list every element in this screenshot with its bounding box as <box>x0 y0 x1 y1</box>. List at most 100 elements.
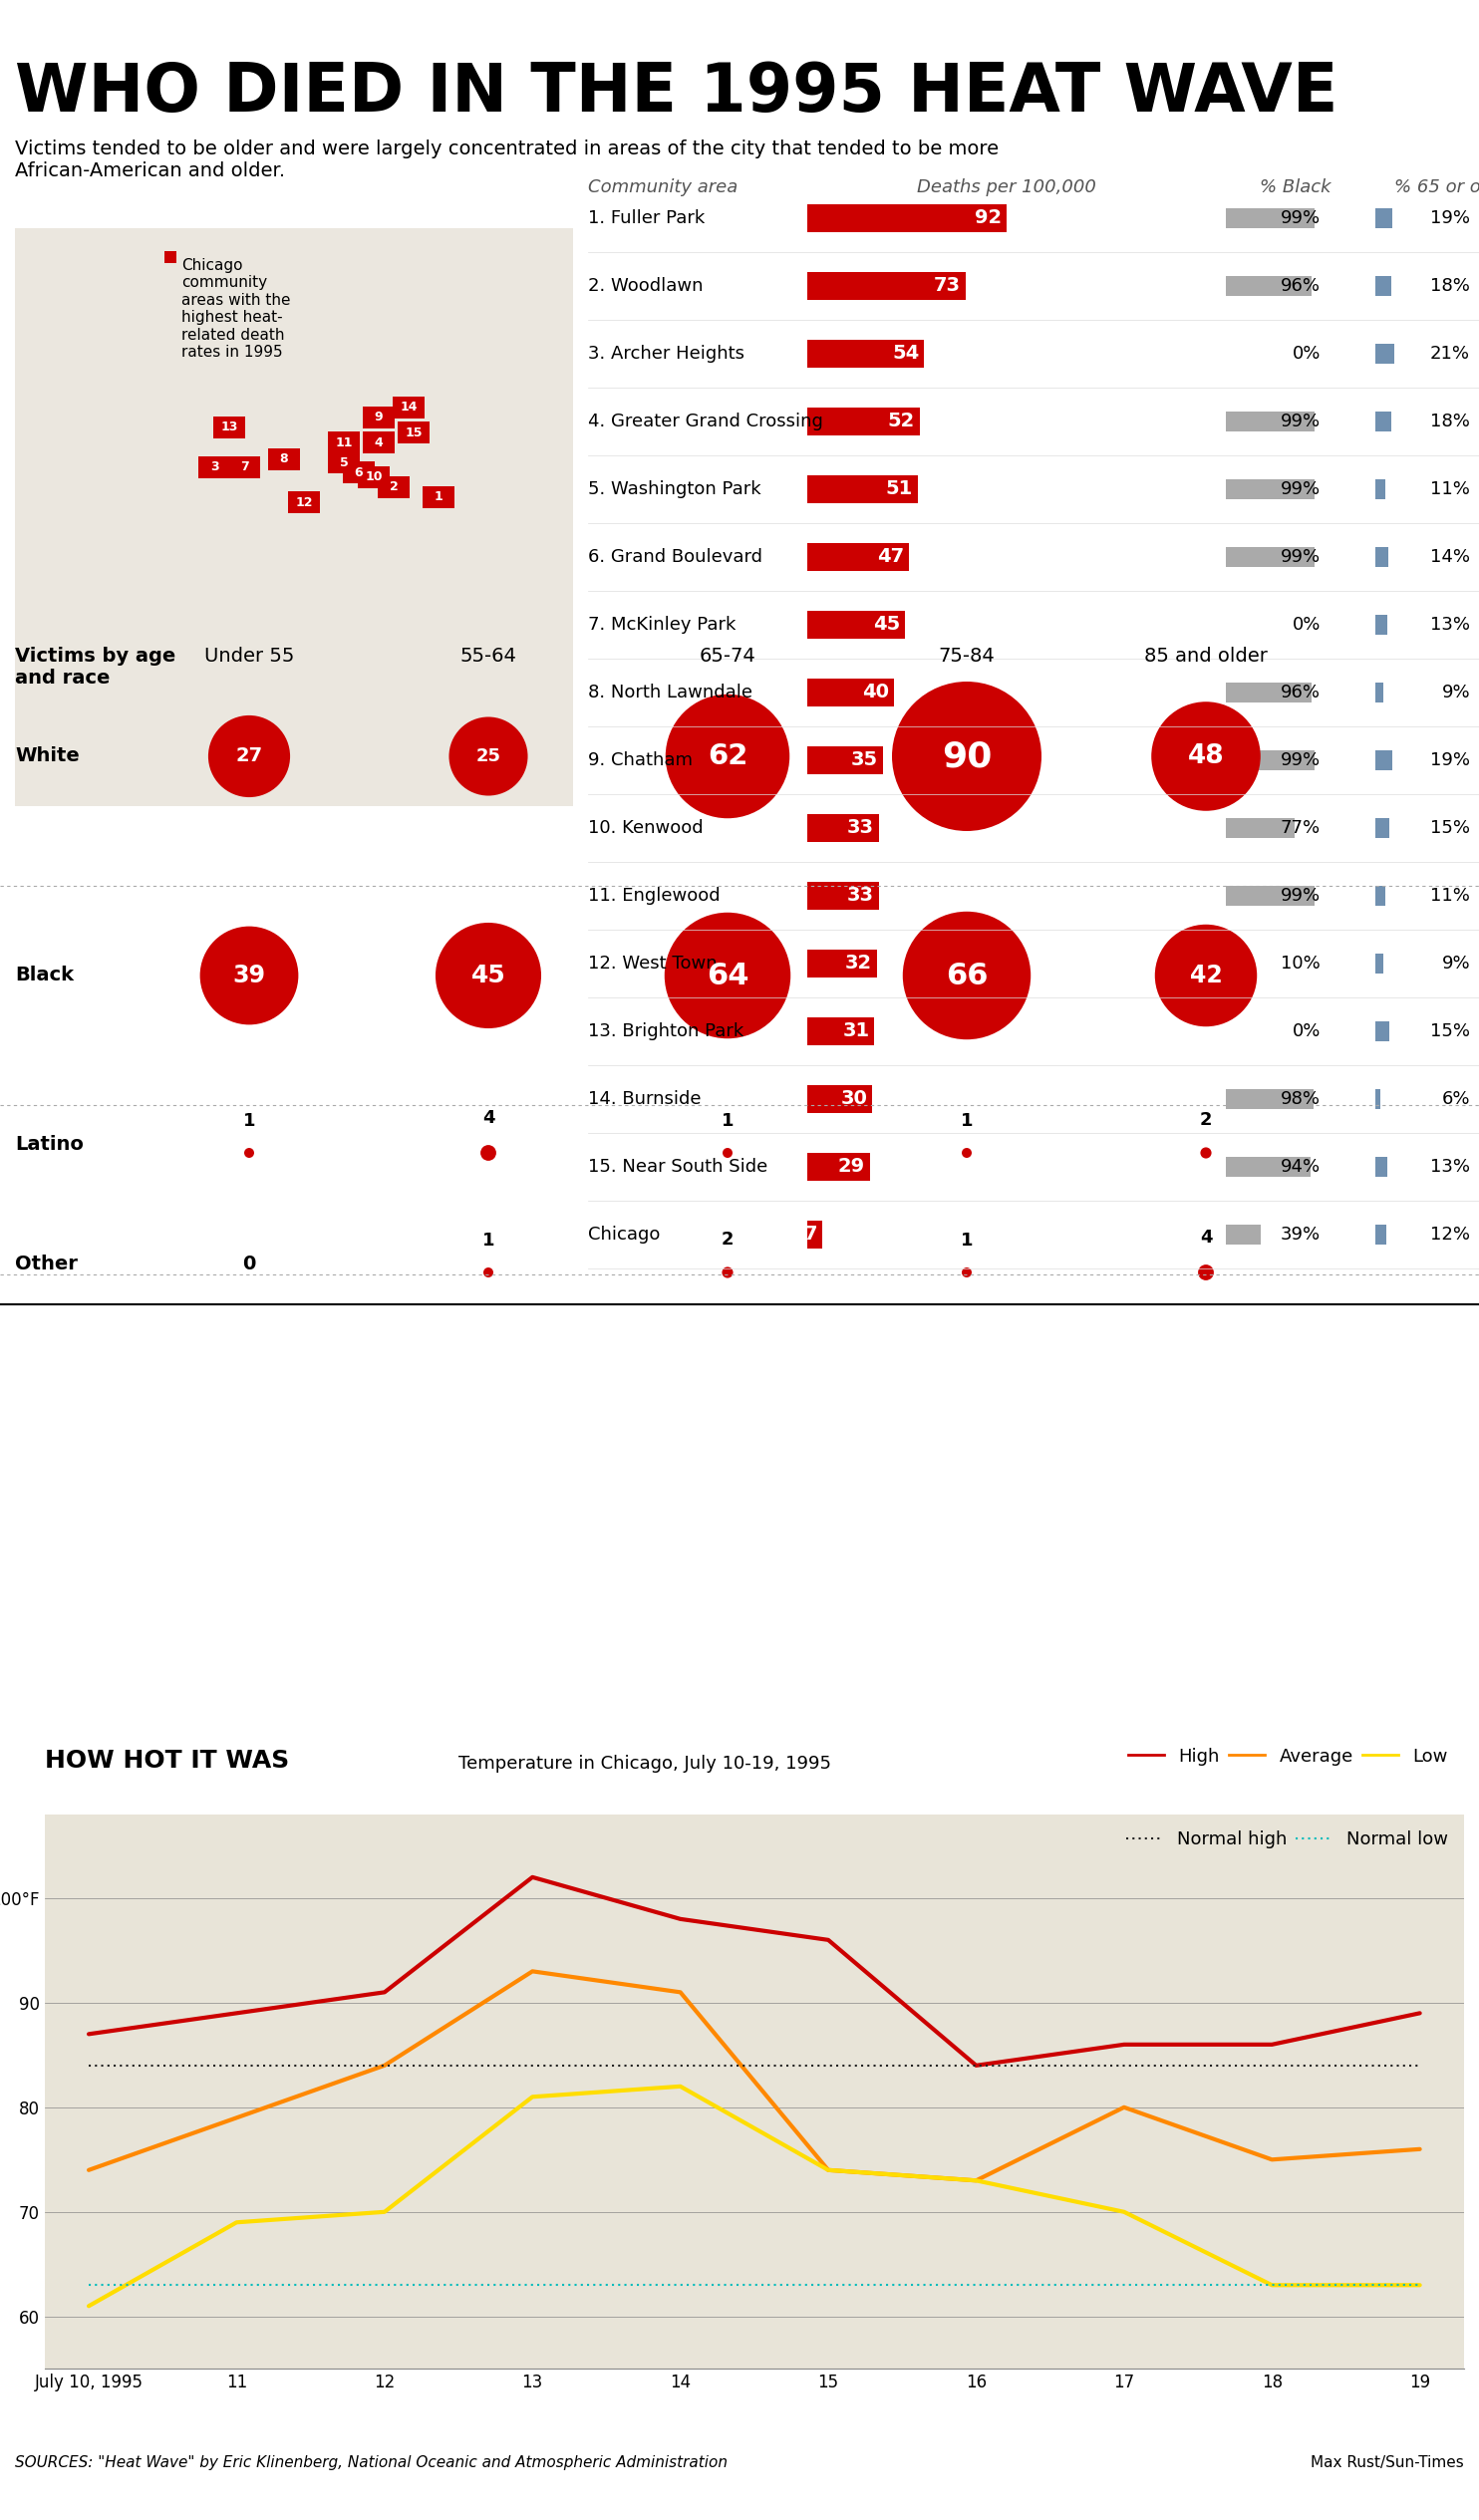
Text: 19%: 19% <box>1430 751 1470 769</box>
Circle shape <box>961 1268 972 1278</box>
Circle shape <box>892 680 1041 832</box>
Bar <box>228 456 260 479</box>
Text: 92: 92 <box>975 209 1001 227</box>
Text: 13: 13 <box>220 421 238 433</box>
Text: 14%: 14% <box>1430 547 1470 567</box>
Circle shape <box>1198 1265 1214 1280</box>
Bar <box>808 814 879 842</box>
Text: Temperature in Chicago, July 10-19, 1995: Temperature in Chicago, July 10-19, 1995 <box>458 1754 831 1772</box>
Circle shape <box>1155 925 1257 1026</box>
Text: 0: 0 <box>243 1255 256 1275</box>
Text: 3: 3 <box>210 461 219 474</box>
Text: 15. Near South Side: 15. Near South Side <box>589 1157 768 1177</box>
Text: % Black: % Black <box>1260 179 1331 197</box>
Bar <box>808 882 879 910</box>
Text: 21%: 21% <box>1430 345 1470 363</box>
Text: % 65 or older: % 65 or older <box>1395 179 1479 197</box>
Text: Deaths per 100,000: Deaths per 100,000 <box>917 179 1096 197</box>
Text: 75-84: 75-84 <box>939 648 995 665</box>
Text: 47: 47 <box>877 547 904 567</box>
Bar <box>1375 683 1383 703</box>
Text: Community area: Community area <box>589 179 738 197</box>
Bar <box>328 431 359 454</box>
Text: 19%: 19% <box>1430 209 1470 227</box>
Text: HOW HOT IT WAS: HOW HOT IT WAS <box>44 1749 288 1772</box>
Bar <box>423 486 454 509</box>
Bar <box>1375 1089 1381 1109</box>
Text: 10. Kenwood: 10. Kenwood <box>589 819 703 837</box>
Text: Under 55: Under 55 <box>204 648 294 665</box>
Text: 18%: 18% <box>1430 413 1470 431</box>
Circle shape <box>435 922 541 1028</box>
Bar <box>808 204 1007 232</box>
Bar <box>1226 479 1315 499</box>
Text: 1. Fuller Park: 1. Fuller Park <box>589 209 705 227</box>
Bar <box>343 461 374 484</box>
Text: 2: 2 <box>389 481 398 494</box>
Text: 6%: 6% <box>1442 1091 1470 1109</box>
Text: Black: Black <box>15 965 74 985</box>
Bar <box>1226 683 1312 703</box>
Text: SOURCES: "Heat Wave" by Eric Klinenberg, National Oceanic and Atmospheric Admini: SOURCES: "Heat Wave" by Eric Klinenberg,… <box>15 2454 728 2470</box>
Text: 90: 90 <box>942 738 992 774</box>
Text: 6. Grand Boulevard: 6. Grand Boulevard <box>589 547 762 567</box>
Text: 99%: 99% <box>1281 887 1321 905</box>
Text: 27: 27 <box>235 746 263 766</box>
Text: 15%: 15% <box>1430 1023 1470 1041</box>
Text: 11. Englewood: 11. Englewood <box>589 887 720 905</box>
Text: 4: 4 <box>482 1109 494 1126</box>
Text: 13. Brighton Park: 13. Brighton Park <box>589 1023 744 1041</box>
Text: Chicago
community
areas with the
highest heat-
related death
rates in 1995: Chicago community areas with the highest… <box>182 257 290 360</box>
Text: 99%: 99% <box>1281 209 1321 227</box>
Text: 77%: 77% <box>1281 819 1321 837</box>
Bar <box>1226 819 1296 839</box>
Circle shape <box>484 1268 494 1278</box>
Bar <box>1375 209 1392 229</box>
Text: 14. Burnside: 14. Burnside <box>589 1091 701 1109</box>
Text: Latino: Latino <box>15 1137 84 1154</box>
Text: 9. Chatham: 9. Chatham <box>589 751 692 769</box>
Text: 85 and older: 85 and older <box>1145 648 1268 665</box>
Text: 1: 1 <box>243 1111 256 1129</box>
Bar <box>1375 615 1387 635</box>
Text: 94%: 94% <box>1281 1157 1321 1177</box>
Bar <box>808 340 924 368</box>
Text: 1: 1 <box>722 1111 734 1129</box>
Text: 32: 32 <box>845 955 871 973</box>
Text: 14: 14 <box>399 401 417 413</box>
Bar <box>1375 1225 1386 1245</box>
Bar <box>198 456 231 479</box>
Text: 13%: 13% <box>1430 615 1470 633</box>
Text: 39%: 39% <box>1281 1225 1321 1242</box>
Bar <box>808 610 905 638</box>
Bar <box>288 491 319 514</box>
Text: 62: 62 <box>707 743 748 771</box>
Text: Other: Other <box>15 1255 77 1275</box>
Bar <box>808 272 966 300</box>
Circle shape <box>664 912 791 1038</box>
Text: 52: 52 <box>887 413 916 431</box>
Bar <box>1226 277 1312 295</box>
Text: 33: 33 <box>847 819 874 837</box>
Text: 1: 1 <box>960 1111 973 1129</box>
Bar <box>362 406 395 428</box>
Bar <box>1375 953 1383 973</box>
Circle shape <box>244 1149 254 1157</box>
Text: 4. Greater Grand Crossing: 4. Greater Grand Crossing <box>589 413 824 431</box>
Text: 15: 15 <box>405 426 423 438</box>
Text: 99%: 99% <box>1281 481 1321 499</box>
Bar <box>1375 547 1387 567</box>
Text: 25: 25 <box>476 748 501 766</box>
Circle shape <box>209 716 290 796</box>
Text: 31: 31 <box>843 1021 870 1041</box>
Text: 18%: 18% <box>1430 277 1470 295</box>
Text: 8. North Lawndale: 8. North Lawndale <box>589 683 753 701</box>
Text: 2. Woodlawn: 2. Woodlawn <box>589 277 703 295</box>
Text: 30: 30 <box>840 1089 867 1109</box>
Bar <box>1226 953 1235 973</box>
Text: 40: 40 <box>862 683 889 703</box>
Text: 51: 51 <box>886 479 913 499</box>
Bar <box>1375 479 1386 499</box>
Circle shape <box>723 1149 732 1157</box>
Text: 6: 6 <box>355 466 362 479</box>
